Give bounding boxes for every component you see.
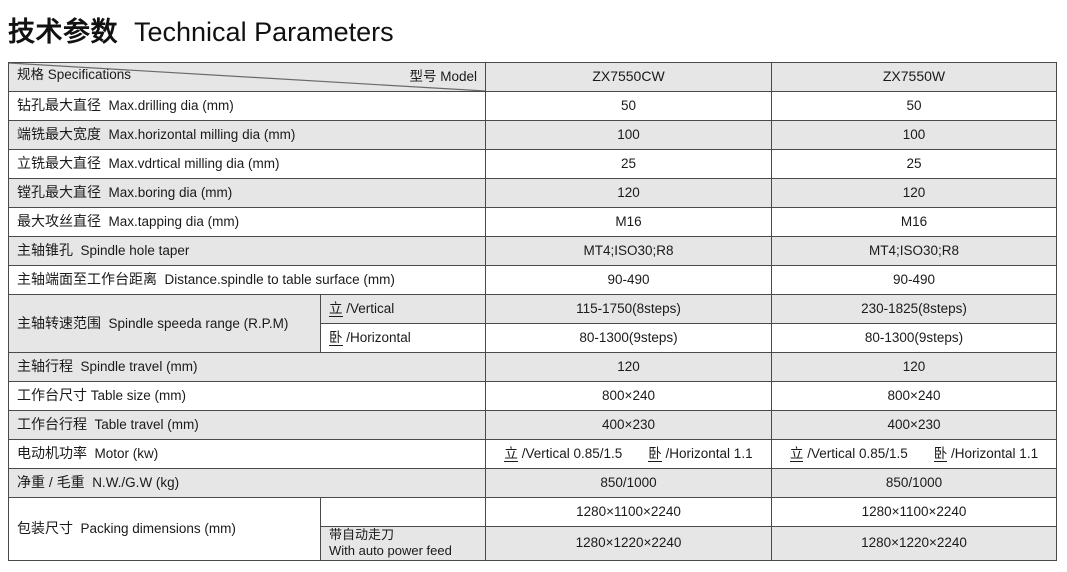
row-label-distance-spindle-to-table: 主轴端面至工作台距离 Distance.spindle to table sur…: [8, 265, 486, 295]
motor-vertical-m1: 立 /Vertical 0.85/1.5: [504, 445, 623, 462]
row-value-spindle-speed-horizontal-m1: 80-1300(9steps): [485, 323, 772, 353]
sub-label-spindle-speed-vertical: 立 /Vertical: [320, 294, 486, 324]
row-value-distance-spindle-to-table-m1: 90-490: [485, 265, 772, 295]
table-row: 电动机功率 Motor (kw) 立 /Vertical 0.85/1.5 卧 …: [8, 439, 1057, 469]
row-value-motor-power-m2: 立 /Vertical 0.85/1.5 卧 /Horizontal 1.1: [771, 439, 1057, 469]
table-row: 镗孔最大直径 Max.boring dia (mm) 120 120: [8, 178, 1057, 208]
row-value-table-travel-m2: 400×230: [771, 410, 1057, 440]
row-label-max-horizontal-milling-dia: 端铣最大宽度 Max.horizontal milling dia (mm): [8, 120, 486, 150]
row-label-spindle-hole-taper: 主轴锥孔 Spindle hole taper: [8, 236, 486, 266]
row-label-max-vertical-milling-dia: 立铣最大直径 Max.vdrtical milling dia (mm): [8, 149, 486, 179]
row-label-table-size: 工作台尺寸 Table size (mm): [8, 381, 486, 411]
table-row: 工作台尺寸 Table size (mm) 800×240 800×240: [8, 381, 1057, 411]
table-row: 带自动走刀 With auto power feed 1280×1220×224…: [9, 526, 1057, 561]
motor-horizontal-m1: 卧 /Horizontal 1.1: [648, 445, 753, 462]
page-title-cn: 技术参数: [8, 17, 118, 47]
table-row: 包装尺寸 Packing dimensions (mm) 1280×1100×2…: [8, 497, 1057, 561]
table-row: 钻孔最大直径 Max.drilling dia (mm) 50 50: [8, 91, 1057, 121]
row-value-max-boring-dia-m2: 120: [771, 178, 1057, 208]
row-value-spindle-speed-horizontal-m2: 80-1300(9steps): [771, 323, 1057, 353]
row-value-max-drilling-dia-m2: 50: [771, 91, 1057, 121]
table-header-row: 规格 Specifications 型号 Model ZX7550CW ZX75…: [8, 62, 1057, 92]
page-title: 技术参数 Technical Parameters: [8, 10, 394, 49]
row-label-max-drilling-dia: 钻孔最大直径 Max.drilling dia (mm): [8, 91, 486, 121]
row-label-max-boring-dia: 镗孔最大直径 Max.boring dia (mm): [8, 178, 486, 208]
header-model-label: 型号 Model: [409, 69, 477, 84]
diagonal-divider-icon: [9, 63, 485, 91]
table-row: 工作台行程 Table travel (mm) 400×230 400×230: [8, 410, 1057, 440]
sub-label-packing-standard: [320, 497, 486, 527]
row-value-max-boring-dia-m1: 120: [485, 178, 772, 208]
page-title-en: Technical Parameters: [134, 17, 394, 47]
row-value-max-tapping-dia-m2: M16: [771, 207, 1057, 237]
row-label-spindle-speed-range: 主轴转速范围 Spindle speeda range (R.P.M): [8, 294, 321, 353]
table-row: 主轴端面至工作台距离 Distance.spindle to table sur…: [8, 265, 1057, 295]
row-value-packing-standard-m2: 1280×1100×2240: [771, 497, 1057, 527]
motor-vertical-m2: 立 /Vertical 0.85/1.5: [789, 445, 908, 462]
row-value-table-size-m1: 800×240: [485, 381, 772, 411]
row-value-max-tapping-dia-m1: M16: [485, 207, 772, 237]
header-spec-model-cell: 规格 Specifications 型号 Model: [8, 62, 486, 92]
header-specifications-label: 规格 Specifications: [17, 67, 132, 82]
row-value-net-gross-weight-m2: 850/1000: [771, 468, 1057, 498]
row-value-max-drilling-dia-m1: 50: [485, 91, 772, 121]
row-value-spindle-hole-taper-m2: MT4;ISO30;R8: [771, 236, 1057, 266]
row-value-spindle-speed-vertical-m2: 230-1825(8steps): [771, 294, 1057, 324]
row-value-table-size-m2: 800×240: [771, 381, 1057, 411]
row-value-packing-auto-feed-m2: 1280×1220×2240: [771, 526, 1057, 561]
header-model-2: ZX7550W: [771, 62, 1057, 92]
row-value-max-vertical-milling-dia-m2: 25: [771, 149, 1057, 179]
row-value-max-horizontal-milling-dia-m2: 100: [771, 120, 1057, 150]
row-label-spindle-travel: 主轴行程 Spindle travel (mm): [8, 352, 486, 382]
row-value-distance-spindle-to-table-m2: 90-490: [771, 265, 1057, 295]
table-row: 立铣最大直径 Max.vdrtical milling dia (mm) 25 …: [8, 149, 1057, 179]
row-value-spindle-travel-m1: 120: [485, 352, 772, 382]
table-row: 最大攻丝直径 Max.tapping dia (mm) M16 M16: [8, 207, 1057, 237]
row-value-max-vertical-milling-dia-m1: 25: [485, 149, 772, 179]
row-value-spindle-hole-taper-m1: MT4;ISO30;R8: [485, 236, 772, 266]
sub-label-packing-auto-feed: 带自动走刀 With auto power feed: [320, 526, 486, 561]
table-row: 主轴行程 Spindle travel (mm) 120 120: [8, 352, 1057, 382]
row-value-motor-power-m1: 立 /Vertical 0.85/1.5 卧 /Horizontal 1.1: [485, 439, 772, 469]
row-value-packing-standard-m1: 1280×1100×2240: [485, 497, 772, 527]
sub-label-spindle-speed-horizontal: 卧 /Horizontal: [320, 323, 486, 353]
table-row: 净重 / 毛重 N.W./G.W (kg) 850/1000 850/1000: [8, 468, 1057, 498]
row-value-table-travel-m1: 400×230: [485, 410, 772, 440]
row-value-packing-auto-feed-m1: 1280×1220×2240: [485, 526, 772, 561]
row-value-max-horizontal-milling-dia-m1: 100: [485, 120, 772, 150]
row-value-net-gross-weight-m1: 850/1000: [485, 468, 772, 498]
row-label-motor-power: 电动机功率 Motor (kw): [8, 439, 486, 469]
row-label-net-gross-weight: 净重 / 毛重 N.W./G.W (kg): [8, 468, 486, 498]
row-label-max-tapping-dia: 最大攻丝直径 Max.tapping dia (mm): [8, 207, 486, 237]
row-label-table-travel: 工作台行程 Table travel (mm): [8, 410, 486, 440]
header-model-1: ZX7550CW: [485, 62, 772, 92]
technical-parameters-table: 规格 Specifications 型号 Model ZX7550CW ZX75…: [8, 62, 1057, 561]
table-row: 主轴转速范围 Spindle speeda range (R.P.M) 立 /V…: [8, 294, 1057, 353]
row-value-spindle-speed-vertical-m1: 115-1750(8steps): [485, 294, 772, 324]
motor-horizontal-m2: 卧 /Horizontal 1.1: [933, 445, 1039, 462]
row-value-spindle-travel-m2: 120: [771, 352, 1057, 382]
row-label-packing-dimensions: 包装尺寸 Packing dimensions (mm): [8, 497, 321, 561]
table-row: 端铣最大宽度 Max.horizontal milling dia (mm) 1…: [8, 120, 1057, 150]
table-row: 主轴锥孔 Spindle hole taper MT4;ISO30;R8 MT4…: [8, 236, 1057, 266]
